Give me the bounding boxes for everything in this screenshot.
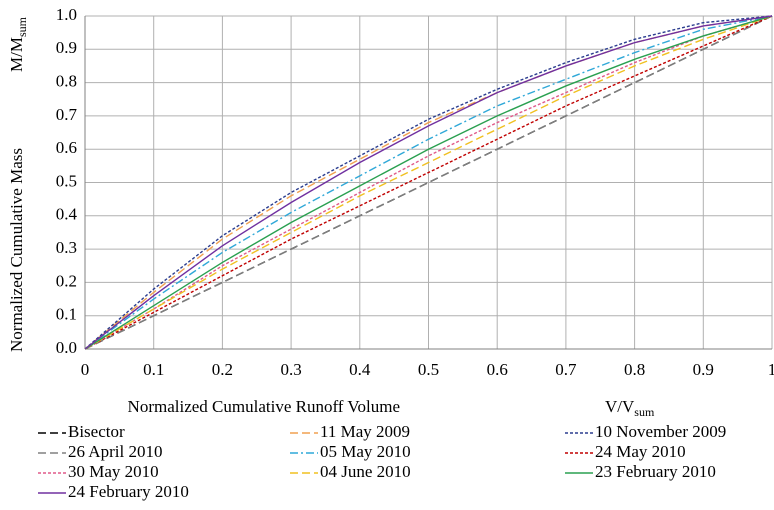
y-tick-label: 0.3 bbox=[56, 238, 77, 257]
x-tick-label: 0.2 bbox=[212, 360, 233, 379]
x-symbol-main: V/V bbox=[605, 397, 635, 416]
y-tick-label: 0.5 bbox=[56, 171, 77, 190]
x-tick-label: 1 bbox=[768, 360, 774, 379]
x-tick-label: 0.6 bbox=[487, 360, 508, 379]
y-symbol-sub: sum bbox=[15, 16, 29, 37]
series-line bbox=[84, 15, 773, 350]
series-line bbox=[84, 15, 773, 350]
x-symbol-sub: sum bbox=[634, 405, 655, 419]
legend-label: 11 May 2009 bbox=[320, 422, 410, 441]
x-tick-label: 0.4 bbox=[349, 360, 371, 379]
x-tick-label: 0.1 bbox=[143, 360, 164, 379]
series-line bbox=[84, 15, 773, 350]
y-tick-label: 0.6 bbox=[56, 138, 77, 157]
series-line bbox=[84, 15, 773, 350]
y-symbol-main: M/M bbox=[7, 37, 26, 72]
x-tick-label: 0.7 bbox=[555, 360, 577, 379]
y-tick-label: 0.8 bbox=[56, 72, 77, 91]
x-tick-label: 0.5 bbox=[418, 360, 439, 379]
legend-label: 30 May 2010 bbox=[68, 462, 159, 481]
legend-label: 23 February 2010 bbox=[595, 462, 716, 481]
legend-label: 05 May 2010 bbox=[320, 442, 411, 461]
legend-label: 10 November 2009 bbox=[595, 422, 726, 441]
x-axis-label: Normalized Cumulative Runoff Volume bbox=[128, 397, 400, 416]
x-tick-label: 0.8 bbox=[624, 360, 645, 379]
y-tick-label: 0.2 bbox=[56, 271, 77, 290]
y-tick-label: 0.1 bbox=[56, 305, 77, 324]
y-axis-symbol: M/Msum bbox=[7, 16, 29, 72]
legend-label: 04 June 2010 bbox=[320, 462, 411, 481]
y-tick-label: 0.4 bbox=[56, 205, 78, 224]
y-tick-label: 0.7 bbox=[56, 105, 78, 124]
series-line bbox=[84, 15, 773, 350]
series-line bbox=[84, 15, 773, 350]
y-axis-label: Normalized Cumulative Mass bbox=[7, 148, 26, 352]
plot-area bbox=[84, 15, 773, 350]
legend-label: 26 April 2010 bbox=[68, 442, 162, 461]
x-tick-label: 0.3 bbox=[280, 360, 301, 379]
legend-label: Bisector bbox=[68, 422, 125, 441]
x-tick-label: 0 bbox=[81, 360, 90, 379]
y-tick-label: 1.0 bbox=[56, 5, 77, 24]
legend-label: 24 May 2010 bbox=[595, 442, 686, 461]
series-line bbox=[84, 15, 773, 350]
x-tick-label: 0.9 bbox=[693, 360, 714, 379]
x-axis-symbol: V/Vsum bbox=[605, 397, 655, 419]
y-tick-label: 0.0 bbox=[56, 338, 77, 357]
legend-label: 24 February 2010 bbox=[68, 482, 189, 501]
y-tick-label: 0.9 bbox=[56, 38, 77, 57]
series-line bbox=[84, 15, 773, 350]
series-line bbox=[84, 15, 773, 350]
